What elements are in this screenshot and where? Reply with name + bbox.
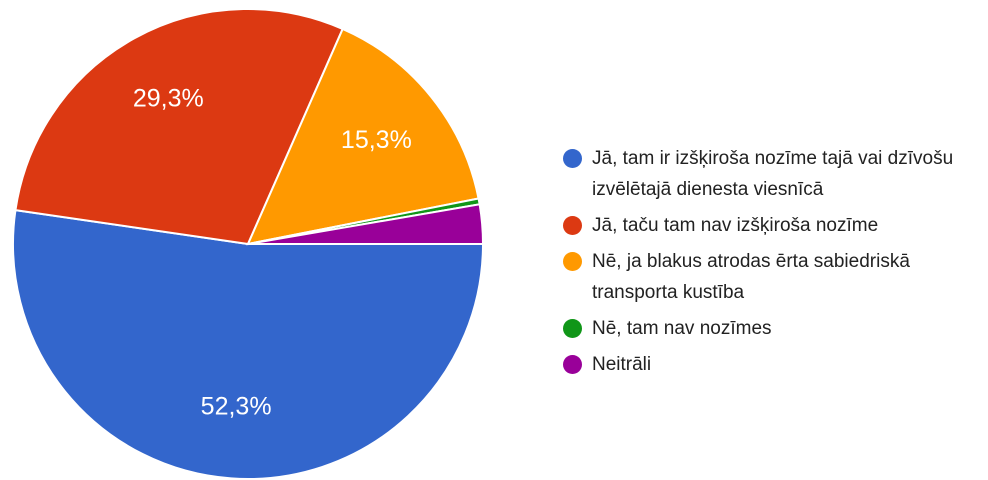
data-label: 15,3% bbox=[341, 126, 412, 154]
legend-item: Nē, ja blakus atrodas ērta sabiedriskā t… bbox=[560, 246, 960, 308]
pie-slice bbox=[247, 203, 485, 245]
data-label: 29,3% bbox=[133, 85, 204, 113]
legend-item: Neitrāli bbox=[560, 349, 960, 380]
legend-label: Nē, ja blakus atrodas ērta sabiedriskā t… bbox=[592, 251, 910, 303]
legend-swatch bbox=[563, 149, 582, 168]
legend-label: Nē, tam nav nozīmes bbox=[592, 318, 772, 339]
legend-swatch bbox=[563, 216, 582, 235]
data-label: 52,3% bbox=[201, 393, 272, 421]
legend-label: Neitrāli bbox=[592, 354, 652, 375]
legend-label: Jā, tam ir izšķiroša nozīme tajā vai dzī… bbox=[592, 148, 954, 200]
legend-item: Jā, tam ir izšķiroša nozīme tajā vai dzī… bbox=[560, 143, 960, 205]
legend-swatch bbox=[563, 355, 582, 374]
legend-label: Jā, taču tam nav izšķiroša nozīme bbox=[592, 215, 879, 236]
legend-swatch bbox=[563, 252, 582, 271]
pie-slice bbox=[12, 209, 485, 480]
pie-slice bbox=[14, 8, 345, 246]
pie-slice bbox=[246, 27, 480, 246]
legend-item: Nē, tam nav nozīmes bbox=[560, 313, 960, 344]
legend-swatch bbox=[563, 319, 582, 338]
legend: Jā, tam ir izšķiroša nozīme tajā vai dzī… bbox=[560, 143, 960, 385]
legend-item: Jā, taču tam nav izšķiroša nozīme bbox=[560, 210, 960, 241]
